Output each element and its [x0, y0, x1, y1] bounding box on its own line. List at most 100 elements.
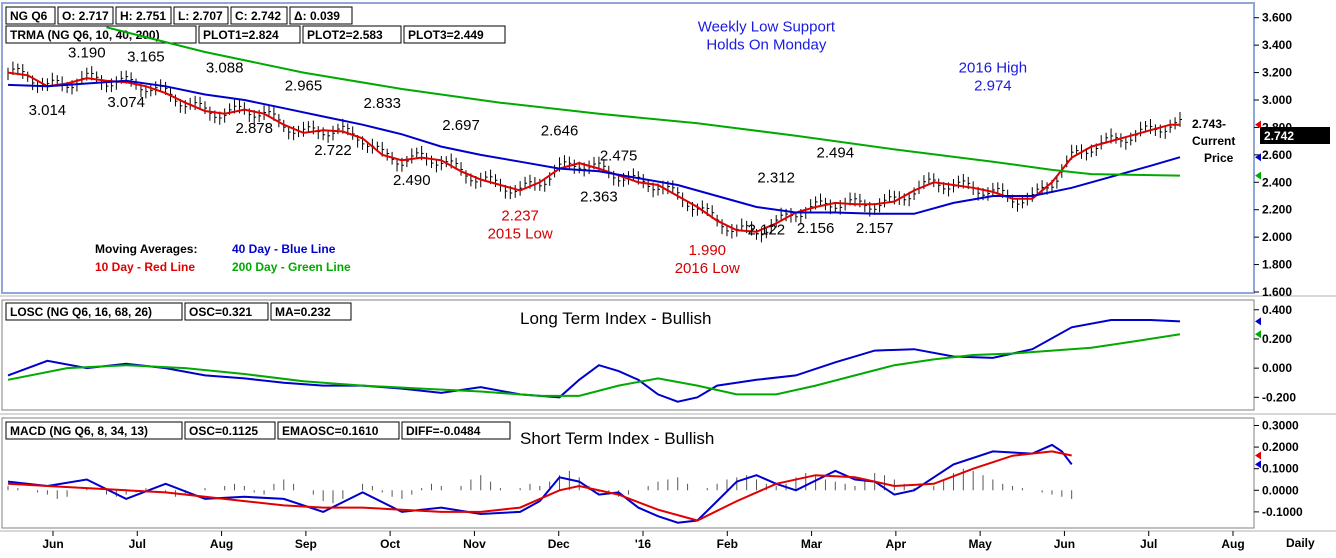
price-annotation: 2.156	[797, 220, 835, 237]
y-tick-label: 0.1000	[1262, 462, 1299, 476]
series-line-10-day	[7, 71, 1180, 233]
y-tick-label: 0.000	[1262, 361, 1292, 375]
series-end-marker	[1255, 120, 1261, 129]
y-tick-label: 3.200	[1262, 66, 1292, 80]
change-value: Δ: 0.039	[294, 9, 340, 23]
legend-item-200-day: 200 Day - Green Line	[232, 260, 351, 274]
macd-histogram	[7, 468, 1073, 504]
series-end-marker	[1255, 317, 1261, 326]
price-annotation: 3.014	[29, 102, 67, 119]
y-tick-label: 2.000	[1262, 230, 1292, 244]
y-tick-label: 0.0000	[1262, 483, 1299, 497]
low-value: L: 2.707	[178, 9, 223, 23]
price-annotation: 2.965	[285, 77, 323, 94]
study-header: TRMA (NG Q6, 10, 40, 200) PLOT1=2.824 PL…	[5, 25, 506, 44]
macd-header: MACD (NG Q6, 8, 34, 13) OSC=0.1125 EMAOS…	[5, 421, 511, 440]
y-tick-label: 0.400	[1262, 303, 1292, 317]
losc-label: LOSC (NG Q6, 16, 68, 26)	[10, 305, 152, 319]
x-tick-label: Mar	[801, 537, 823, 551]
series-line-osc	[7, 443, 1073, 524]
axes: 3.600 3.400 3.200 3.000 2.800 2.600 2.400 2.200…	[42, 11, 1303, 551]
plot3-value: PLOT3=2.449	[408, 28, 484, 42]
price-panel-frame[interactable]	[1, 2, 1255, 294]
price-annotation: 2.157	[856, 220, 894, 237]
x-tick-label: Aug	[210, 537, 233, 551]
price-annotation: 2.833	[363, 95, 401, 112]
current-price-line-2: Current	[1192, 134, 1235, 148]
price-annotations: 3.190 3.165 3.088 2.965 2.833 2.697 2.646 2.475…	[29, 18, 1027, 277]
last-price-value: 2.742	[1264, 129, 1294, 143]
x-tick-label: Feb	[717, 537, 738, 551]
price-annotation: 3.165	[127, 49, 165, 66]
losc-lines	[7, 319, 1181, 403]
note-annotation: 2016 High	[959, 60, 1027, 77]
x-tick-label: '16	[635, 537, 652, 551]
x-tick-label: Sep	[295, 537, 317, 551]
losc-ma-value: MA=0.232	[275, 305, 331, 319]
price-annotation: 2.697	[442, 117, 480, 134]
series-end-marker	[1255, 171, 1261, 180]
series-end-marker	[1255, 451, 1261, 460]
x-tick-label: Jul	[129, 537, 146, 551]
low-annotation: 1.990	[688, 242, 726, 259]
x-tick-label: Aug	[1221, 537, 1244, 551]
macd-osc-value: OSC=0.1125	[189, 424, 258, 438]
price-annotation: 2.312	[757, 169, 795, 186]
low-annotation: 2.237	[501, 208, 539, 225]
price-annotation: 2.494	[817, 145, 855, 162]
high-value: H: 2.751	[120, 9, 166, 23]
legend-item-10-day: 10 Day - Red Line	[95, 260, 195, 274]
x-tick-label: May	[968, 537, 992, 551]
y-tick-label: 1.800	[1262, 258, 1292, 272]
y-tick-label: 0.2000	[1262, 440, 1299, 454]
note-annotation: Weekly Low Support	[698, 18, 836, 35]
losc-title: Long Term Index - Bullish	[520, 309, 712, 328]
macd-diff-value: DIFF=-0.0484	[406, 424, 481, 438]
note-annotation: 2.974	[974, 78, 1012, 95]
series-line-osc	[7, 319, 1181, 403]
y-tick-label: 2.800	[1262, 120, 1292, 134]
price-annotation: 3.190	[68, 44, 106, 61]
x-tick-label: Jun	[42, 537, 63, 551]
y-tick-label: 3.600	[1262, 11, 1292, 25]
plot1-value: PLOT1=2.824	[203, 28, 279, 42]
y-tick-label: 3.400	[1262, 38, 1292, 52]
y-tick-label: -0.1000	[1262, 505, 1303, 519]
series-end-marker	[1255, 153, 1261, 162]
current-price-note: 2.743- Current Price	[1192, 117, 1235, 165]
price-lines	[7, 26, 1181, 233]
macd-lines	[7, 443, 1073, 524]
y-tick-label: 3.000	[1262, 93, 1292, 107]
x-tick-label: Jul	[1140, 537, 1157, 551]
series-line-ma	[7, 333, 1181, 397]
y-tick-label: 0.200	[1262, 332, 1292, 346]
price-annotation: 2.646	[541, 123, 579, 140]
x-tick-label: Nov	[463, 537, 486, 551]
x-tick-label: Jun	[1054, 537, 1075, 551]
y-tick-label: 1.600	[1262, 285, 1292, 299]
plot2-value: PLOT2=2.583	[307, 28, 383, 42]
macd-emaosc-value: EMAOSC=0.1610	[282, 424, 379, 438]
symbol-label: NG Q6	[10, 9, 48, 23]
x-tick-label: Dec	[548, 537, 570, 551]
legend-title: Moving Averages:	[95, 242, 197, 256]
current-price-line-3: Price	[1204, 151, 1234, 165]
low-annotation: 2016 Low	[675, 260, 740, 277]
price-annotation: 2.878	[235, 120, 273, 137]
close-value: C: 2.742	[235, 9, 281, 23]
y-tick-label: 2.400	[1262, 175, 1292, 189]
y-tick-label: 2.200	[1262, 203, 1292, 217]
macd-label: MACD (NG Q6, 8, 34, 13)	[10, 424, 148, 438]
low-annotation: 2015 Low	[488, 226, 553, 243]
series-line-emaosc	[7, 450, 1072, 522]
macd-title: Short Term Index - Bullish	[520, 429, 714, 448]
price-annotation: 3.088	[206, 60, 244, 77]
price-annotation: 3.074	[107, 94, 145, 111]
series-line-40-day	[7, 79, 1181, 215]
y-tick-label: 2.600	[1262, 148, 1292, 162]
legend-item-40-day: 40 Day - Blue Line	[232, 242, 336, 256]
x-tick-label: Apr	[886, 537, 907, 551]
series-end-marker	[1255, 460, 1261, 469]
price-annotation: 2.122	[748, 221, 786, 238]
